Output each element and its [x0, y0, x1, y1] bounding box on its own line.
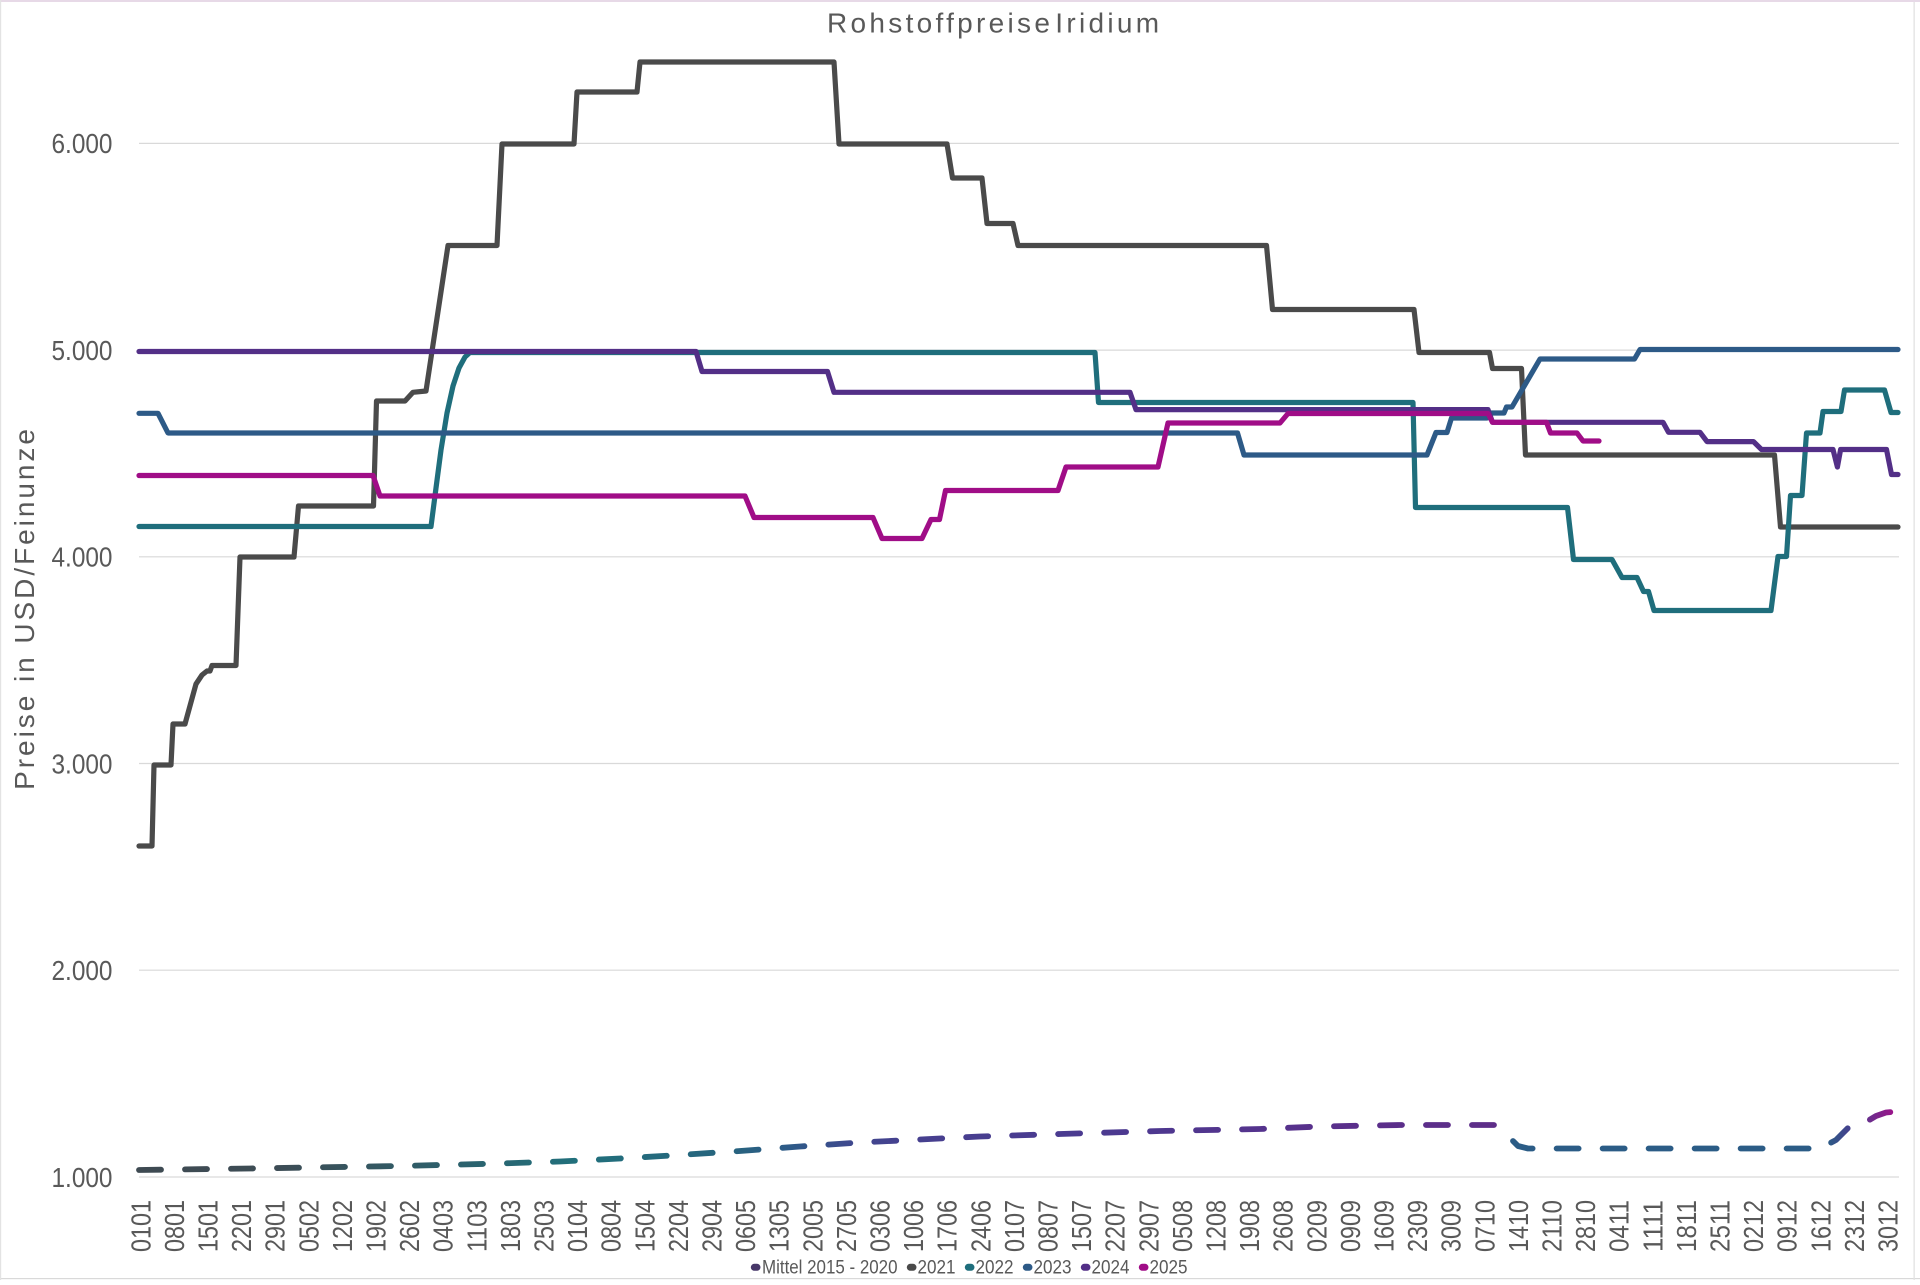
svg-text:2110: 2110 [1537, 1200, 1568, 1252]
svg-text:0710: 0710 [1469, 1200, 1500, 1252]
svg-text:0605: 0605 [730, 1200, 761, 1252]
svg-text:2204: 2204 [663, 1200, 694, 1252]
svg-text:2602: 2602 [394, 1200, 425, 1252]
svg-text:2025: 2025 [1150, 1258, 1188, 1279]
svg-text:0912: 0912 [1772, 1200, 1803, 1252]
svg-text:1501: 1501 [193, 1200, 224, 1252]
svg-text:5.000: 5.000 [52, 335, 113, 366]
svg-text:2705: 2705 [831, 1200, 862, 1252]
svg-text:0212: 0212 [1738, 1200, 1769, 1252]
svg-text:Preise in USD/Feinunze: Preise in USD/Feinunze [9, 426, 40, 790]
svg-text:2907: 2907 [1133, 1200, 1164, 1252]
svg-text:2312: 2312 [1839, 1200, 1870, 1252]
svg-text:2904: 2904 [697, 1200, 728, 1252]
svg-text:0107: 0107 [999, 1200, 1030, 1252]
svg-text:0411: 0411 [1604, 1200, 1635, 1252]
svg-text:4.000: 4.000 [52, 542, 113, 573]
svg-text:RohstoffpreiseIridium: RohstoffpreiseIridium [827, 8, 1162, 39]
svg-text:1410: 1410 [1503, 1200, 1534, 1252]
svg-text:2901: 2901 [260, 1200, 291, 1252]
svg-text:0306: 0306 [865, 1200, 896, 1252]
svg-text:0807: 0807 [1033, 1200, 1064, 1252]
svg-text:1111: 1111 [1637, 1200, 1668, 1252]
svg-text:2810: 2810 [1570, 1200, 1601, 1252]
svg-text:2005: 2005 [797, 1200, 828, 1252]
svg-text:0804: 0804 [596, 1200, 627, 1252]
svg-text:1504: 1504 [629, 1200, 660, 1252]
svg-text:1811: 1811 [1671, 1200, 1702, 1252]
svg-text:2608: 2608 [1268, 1200, 1299, 1252]
svg-text:2023: 2023 [1034, 1258, 1072, 1279]
svg-text:1706: 1706 [932, 1200, 963, 1252]
svg-text:0101: 0101 [125, 1200, 156, 1252]
svg-text:1103: 1103 [461, 1200, 492, 1252]
svg-text:1902: 1902 [361, 1200, 392, 1252]
svg-text:1208: 1208 [1201, 1200, 1232, 1252]
svg-text:1612: 1612 [1805, 1200, 1836, 1252]
svg-text:2021: 2021 [918, 1258, 956, 1279]
svg-text:0502: 0502 [293, 1200, 324, 1252]
svg-text:Mittel 2015 - 2020: Mittel 2015 - 2020 [762, 1258, 898, 1279]
svg-text:2309: 2309 [1402, 1200, 1433, 1252]
svg-text:1202: 1202 [327, 1200, 358, 1252]
svg-text:0209: 0209 [1301, 1200, 1332, 1252]
svg-text:6.000: 6.000 [52, 128, 113, 159]
svg-text:2207: 2207 [1100, 1200, 1131, 1252]
svg-text:2024: 2024 [1092, 1258, 1130, 1279]
svg-text:0104: 0104 [562, 1200, 593, 1252]
svg-text:1507: 1507 [1066, 1200, 1097, 1252]
svg-text:2503: 2503 [529, 1200, 560, 1252]
svg-text:2.000: 2.000 [52, 955, 113, 986]
svg-text:2201: 2201 [226, 1200, 257, 1252]
svg-text:1803: 1803 [495, 1200, 526, 1252]
svg-text:0801: 0801 [159, 1200, 190, 1252]
svg-text:3.000: 3.000 [52, 748, 113, 779]
svg-text:0909: 0909 [1335, 1200, 1366, 1252]
svg-text:1.000: 1.000 [52, 1162, 113, 1193]
svg-text:1609: 1609 [1369, 1200, 1400, 1252]
svg-text:0403: 0403 [428, 1200, 459, 1252]
svg-text:3012: 3012 [1873, 1200, 1904, 1252]
svg-text:0508: 0508 [1167, 1200, 1198, 1252]
svg-text:1006: 1006 [898, 1200, 929, 1252]
svg-text:1305: 1305 [764, 1200, 795, 1252]
svg-text:2406: 2406 [965, 1200, 996, 1252]
svg-text:1908: 1908 [1234, 1200, 1265, 1252]
svg-text:2511: 2511 [1705, 1200, 1736, 1252]
svg-text:3009: 3009 [1436, 1200, 1467, 1252]
svg-text:2022: 2022 [976, 1258, 1014, 1279]
